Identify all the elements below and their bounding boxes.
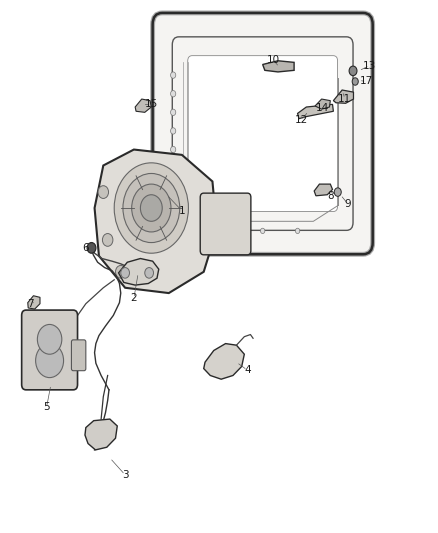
Text: 2: 2: [131, 293, 137, 303]
Text: 4: 4: [244, 365, 251, 375]
Text: 1: 1: [179, 206, 185, 216]
Polygon shape: [95, 150, 217, 293]
Circle shape: [261, 228, 265, 233]
Text: 8: 8: [327, 191, 334, 201]
Circle shape: [226, 228, 230, 233]
Circle shape: [170, 109, 176, 116]
Circle shape: [37, 325, 62, 354]
Polygon shape: [28, 296, 40, 309]
Circle shape: [121, 268, 130, 278]
Circle shape: [98, 185, 109, 198]
Circle shape: [116, 265, 126, 278]
FancyBboxPatch shape: [71, 340, 86, 370]
FancyBboxPatch shape: [21, 310, 78, 390]
Circle shape: [114, 163, 188, 253]
Circle shape: [170, 91, 176, 97]
Text: 9: 9: [345, 199, 351, 209]
Polygon shape: [135, 99, 151, 112]
Text: 12: 12: [294, 115, 308, 125]
Text: 15: 15: [145, 99, 158, 109]
Circle shape: [170, 175, 176, 182]
Polygon shape: [263, 61, 294, 72]
Circle shape: [170, 210, 176, 216]
Polygon shape: [314, 184, 332, 196]
Circle shape: [170, 147, 176, 153]
Circle shape: [349, 66, 357, 76]
Text: 10: 10: [267, 55, 280, 65]
Circle shape: [170, 191, 176, 198]
Circle shape: [145, 268, 153, 278]
Circle shape: [195, 228, 199, 233]
Text: 11: 11: [338, 94, 351, 104]
Circle shape: [352, 78, 358, 85]
Circle shape: [170, 128, 176, 134]
Text: 5: 5: [43, 402, 50, 413]
Polygon shape: [297, 104, 333, 119]
Circle shape: [132, 184, 171, 232]
Polygon shape: [315, 99, 330, 109]
Polygon shape: [204, 344, 244, 379]
Text: 7: 7: [27, 298, 34, 309]
Circle shape: [334, 188, 341, 196]
Text: 14: 14: [316, 103, 329, 113]
Polygon shape: [333, 90, 353, 103]
Text: 6: 6: [82, 243, 89, 253]
Circle shape: [123, 173, 180, 243]
Circle shape: [35, 344, 64, 377]
Text: 17: 17: [360, 77, 373, 86]
Polygon shape: [85, 419, 117, 450]
Circle shape: [87, 243, 96, 253]
Circle shape: [102, 233, 113, 246]
Circle shape: [170, 72, 176, 78]
Circle shape: [170, 160, 176, 166]
Circle shape: [141, 195, 162, 221]
Polygon shape: [119, 259, 159, 285]
Circle shape: [295, 228, 300, 233]
FancyBboxPatch shape: [188, 55, 338, 212]
Text: 3: 3: [122, 470, 128, 480]
FancyBboxPatch shape: [152, 13, 373, 254]
Text: 13: 13: [363, 61, 376, 70]
FancyBboxPatch shape: [200, 193, 251, 255]
